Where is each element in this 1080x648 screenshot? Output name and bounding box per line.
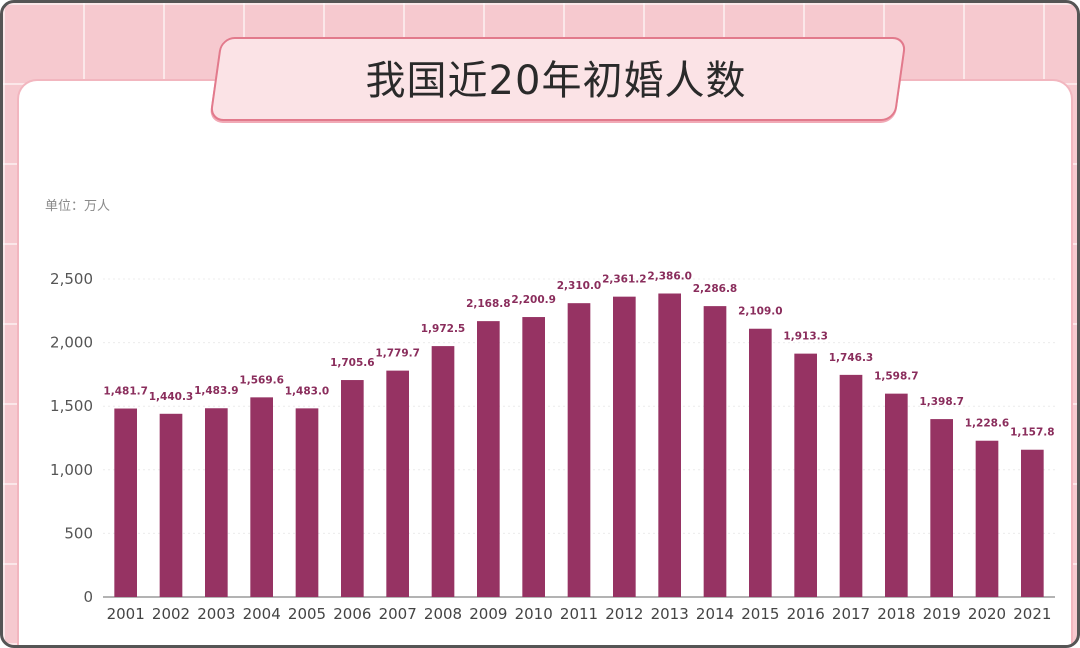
y-tick-label: 2,500 [50,270,93,288]
y-tick-label: 1,500 [50,397,93,415]
y-tick-label: 0 [83,588,93,606]
x-tick-label: 2005 [288,605,326,623]
data-label: 1,569.6 [239,374,284,386]
data-label: 2,386.0 [647,271,692,283]
x-tick-label: 2015 [741,605,779,623]
x-tick-label: 2018 [877,605,915,623]
x-tick-label: 2003 [197,605,235,623]
x-tick-label: 2009 [469,605,507,623]
bar [839,374,863,597]
data-label: 2,109.0 [738,306,783,318]
data-label: 1,913.3 [783,331,828,343]
data-label: 2,168.8 [466,298,511,310]
x-tick-label: 2012 [605,605,643,623]
bar [341,380,364,597]
y-tick-label: 1,000 [50,461,93,479]
bar [295,408,319,597]
x-tick-label: 2010 [515,605,553,623]
data-label: 1,398.7 [919,396,964,408]
bar [930,419,953,597]
bar [1021,449,1044,597]
x-tick-label: 2017 [832,605,870,623]
x-tick-label: 2006 [333,605,371,623]
data-label: 2,310.0 [557,280,602,292]
bar [613,296,636,597]
x-tick-label: 2004 [243,605,281,623]
x-tick-label: 2014 [696,605,734,623]
bar [703,306,727,597]
bar [885,393,908,597]
data-label: 1,228.6 [965,418,1010,430]
bar [386,370,409,597]
x-tick-label: 2021 [1013,605,1051,623]
x-tick-label: 2002 [152,605,190,623]
y-tick-label: 500 [64,524,93,542]
data-label: 1,483.0 [285,385,330,397]
chart-title: 我国近20年初婚人数 [365,58,747,104]
bar [749,328,772,597]
bar [205,408,228,597]
data-label: 1,481.7 [103,386,148,398]
bar [975,440,999,597]
x-tick-label: 2008 [424,605,462,623]
x-tick-label: 2013 [651,605,689,623]
data-label: 1,483.9 [194,385,239,397]
bar [114,408,137,597]
x-tick-label: 2019 [923,605,961,623]
data-label: 1,440.3 [149,391,194,403]
x-tick-label: 2011 [560,605,598,623]
bar-chart: 0 500 1,000 1,500 2,000 2,500 1,481.7 2001 1,440… [50,270,1055,623]
bar [658,293,681,597]
data-label: 1,705.6 [330,357,375,369]
data-label: 1,157.8 [1010,427,1055,439]
y-tick-label: 2,000 [50,334,93,352]
unit-label: 单位：万人 [45,199,111,214]
data-label: 1,972.5 [421,323,466,335]
data-label: 2,200.9 [511,294,556,306]
x-tick-label: 2001 [107,605,145,623]
bar [477,321,500,597]
bar [522,317,545,597]
x-tick-label: 2020 [968,605,1006,623]
bar [794,353,817,597]
data-label: 1,598.7 [874,371,919,383]
data-label: 2,286.8 [693,283,738,295]
x-tick-label: 2016 [787,605,825,623]
data-label: 1,779.7 [375,348,420,360]
bar [159,413,183,597]
data-label: 2,361.2 [602,274,647,286]
x-tick-label: 2007 [379,605,417,623]
bar [567,303,591,597]
bar [250,397,273,597]
bar [431,346,455,597]
data-label: 1,746.3 [829,352,874,364]
